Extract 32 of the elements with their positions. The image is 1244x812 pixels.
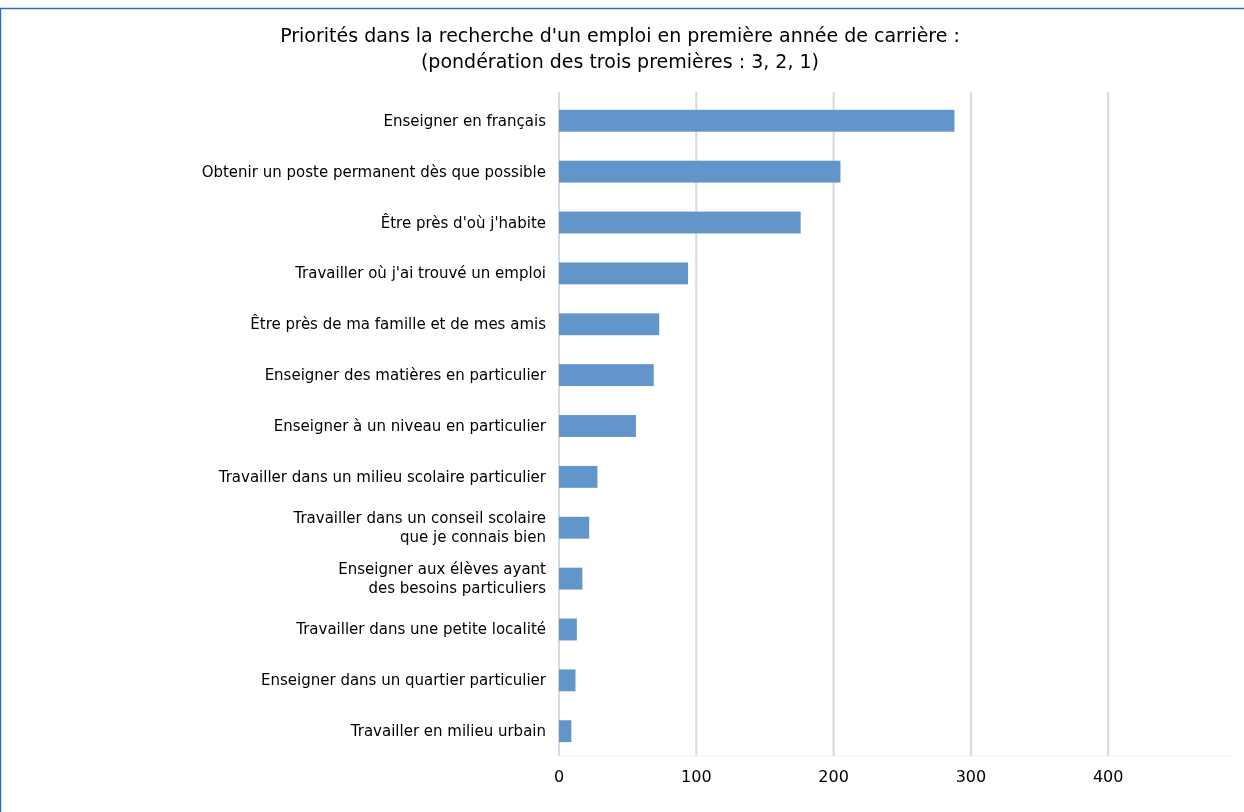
y-tick-label: Travailler dans une petite localité xyxy=(295,620,546,639)
y-tick-label: Enseigner dans un quartier particulier xyxy=(261,671,547,690)
x-tick-label: 300 xyxy=(955,767,987,786)
y-tick-label: Travailler en milieu urbain xyxy=(349,722,546,741)
bar xyxy=(559,262,689,285)
y-tick-label: Être près de ma famille et de mes amis xyxy=(250,314,547,334)
x-tick-label: 0 xyxy=(553,767,565,786)
y-tick-label: Obtenir un poste permanent dès que possible xyxy=(201,162,546,181)
y-tick-label: Enseigner à un niveau en particulier xyxy=(273,417,547,435)
y-tick-label: Enseigner des matières en particulier xyxy=(264,366,547,385)
y-tick-label: Enseigner en français xyxy=(383,111,547,130)
bar xyxy=(559,720,572,743)
bar xyxy=(559,211,801,234)
bar xyxy=(559,313,660,336)
bar xyxy=(559,364,654,387)
bar xyxy=(559,567,583,590)
bar xyxy=(559,618,577,641)
y-tick-label: Travailler où j'ai trouvé un emploi xyxy=(294,264,546,283)
x-tick-label: 100 xyxy=(681,767,712,786)
y-tick-label: Être près d'où j'habite xyxy=(380,212,546,232)
chart-title: Priorités dans la recherche d'un emploi en première année de carrière : (pondération des trois premières : 3, 2, 1) xyxy=(280,24,960,72)
x-tick-label: 200 xyxy=(818,767,849,786)
bar xyxy=(559,415,636,437)
x-tick-label: 400 xyxy=(1092,767,1124,786)
y-tick-label: Travailler dans un conseil scolaire que je connais bien xyxy=(292,509,546,547)
bar xyxy=(559,669,576,692)
bar xyxy=(559,465,598,488)
bar xyxy=(559,160,841,183)
y-tick-label: Travailler dans un milieu scolaire particulier xyxy=(217,467,547,486)
bar xyxy=(559,516,590,539)
bar xyxy=(559,109,955,132)
y-tick-label: Enseigner aux élèves ayant des besoins particuliers xyxy=(338,560,547,598)
